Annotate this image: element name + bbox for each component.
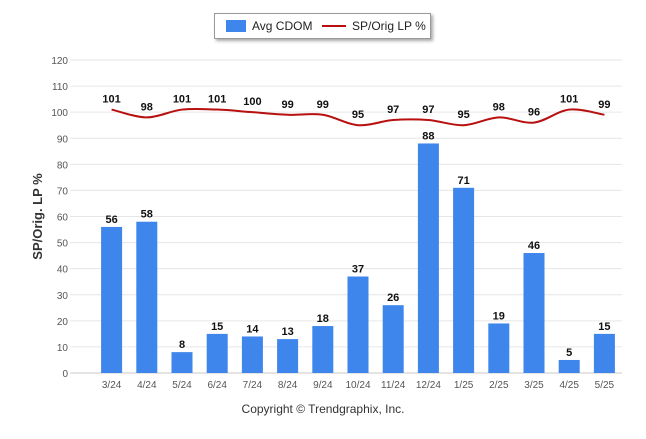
- y-tick-label: 100: [51, 108, 68, 119]
- line-data-label: 99: [598, 99, 610, 111]
- bar-2/25: [488, 323, 510, 373]
- bar-data-label: 15: [211, 321, 223, 333]
- legend: Avg CDOM SP/Orig LP %: [214, 13, 431, 39]
- x-tick-label: 5/24: [172, 380, 192, 391]
- x-tick-label: 10/24: [345, 380, 370, 391]
- bar-4/24: [136, 221, 158, 373]
- bar-11/24: [382, 305, 404, 373]
- bar-3/25: [523, 253, 545, 373]
- bar-8/24: [277, 339, 299, 373]
- bar-data-label: 19: [493, 310, 505, 322]
- bar-9/24: [312, 326, 334, 373]
- legend-label-sp-orig-lp: SP/Orig LP %: [352, 19, 426, 33]
- y-tick-label: 30: [57, 291, 69, 302]
- bar-12/24: [417, 143, 439, 373]
- bar-5/24: [171, 352, 193, 373]
- y-tick-label: 90: [57, 134, 69, 145]
- line-data-label: 99: [281, 99, 293, 111]
- bar-4/25: [558, 359, 580, 373]
- bar-data-label: 37: [352, 263, 364, 275]
- bar-3/24: [101, 226, 123, 373]
- bar-5/25: [593, 333, 615, 373]
- y-tick-label: 70: [57, 186, 69, 197]
- line-data-label: 95: [352, 109, 364, 121]
- x-tick-label: 8/24: [278, 380, 298, 391]
- y-tick-label: 120: [51, 56, 68, 67]
- line-data-label: 99: [317, 99, 329, 111]
- bar-1/25: [453, 187, 475, 373]
- bar-data-label: 5: [566, 347, 572, 359]
- x-tick-label: 5/25: [595, 380, 615, 391]
- y-tick-label: 20: [57, 317, 69, 328]
- bar-data-label: 15: [598, 321, 610, 333]
- line-data-label: 101: [173, 94, 191, 106]
- legend-label-avg-cdom: Avg CDOM: [252, 19, 313, 33]
- x-tick-label: 3/25: [524, 380, 544, 391]
- bar-data-label: 71: [457, 175, 469, 187]
- bar-data-label: 56: [105, 214, 117, 226]
- legend-swatch-sp-orig-lp: [322, 25, 346, 27]
- y-tick-label: 10: [57, 343, 69, 354]
- line-data-label: 98: [493, 101, 505, 113]
- line-data-label: 101: [208, 94, 226, 106]
- line-data-label: 95: [457, 109, 469, 121]
- bar-7/24: [241, 336, 263, 373]
- bar-data-label: 8: [179, 339, 185, 351]
- x-tick-label: 2/25: [489, 380, 509, 391]
- line-data-label: 101: [560, 94, 578, 106]
- line-data-label: 101: [102, 94, 120, 106]
- x-tick-label: 3/24: [102, 380, 122, 391]
- line-data-label: 97: [387, 104, 399, 116]
- bar-data-label: 26: [387, 292, 399, 304]
- copyright-credit: Copyright © Trendgraphix, Inc.: [241, 402, 405, 416]
- x-tick-label: 7/24: [243, 380, 263, 391]
- x-tick-label: 6/24: [207, 380, 227, 391]
- line-data-label: 96: [528, 107, 540, 119]
- line-data-label: 97: [422, 104, 434, 116]
- bar-data-label: 14: [246, 323, 259, 335]
- line-data-label: 100: [243, 96, 261, 108]
- bar-data-label: 58: [141, 209, 153, 221]
- x-tick-label: 12/24: [416, 380, 441, 391]
- bar-data-label: 18: [317, 313, 329, 325]
- y-tick-label: 40: [57, 265, 69, 276]
- y-tick-label: 110: [52, 82, 68, 93]
- y-tick-label: 0: [62, 369, 68, 380]
- bar-data-label: 13: [281, 326, 293, 338]
- line-data-label: 98: [141, 101, 153, 113]
- x-tick-label: 1/25: [454, 380, 474, 391]
- x-tick-label: 4/25: [559, 380, 579, 391]
- x-tick-label: 11/24: [381, 380, 406, 391]
- bar-data-label: 46: [528, 240, 540, 252]
- y-tick-label: 60: [57, 213, 69, 224]
- legend-swatch-avg-cdom: [226, 20, 246, 32]
- series-line-sp-orig-lp: [111, 107, 605, 127]
- bar-10/24: [347, 276, 369, 373]
- y-tick-label: 50: [57, 239, 69, 250]
- y-tick-label: 80: [57, 160, 69, 171]
- x-tick-label: 4/24: [137, 380, 157, 391]
- y-axis-title: SP/Orig. LP %: [30, 173, 45, 260]
- bar-data-label: 88: [422, 130, 434, 142]
- bar-6/24: [206, 333, 228, 373]
- x-tick-label: 9/24: [313, 380, 333, 391]
